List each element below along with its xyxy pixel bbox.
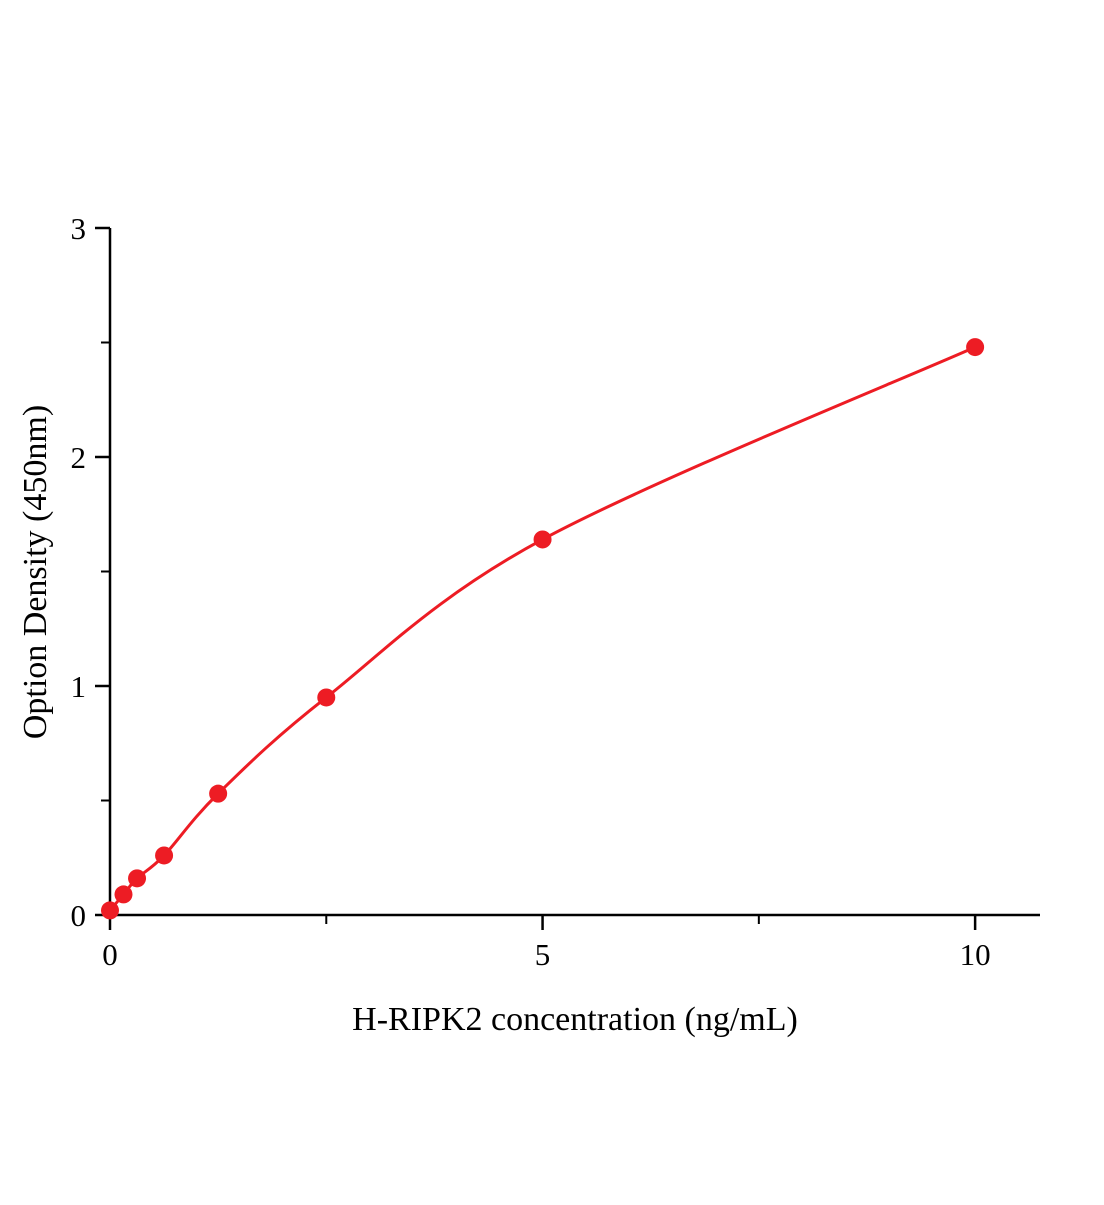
y-axis-title: Option Density (450nm) <box>17 405 54 739</box>
data-point <box>209 784 228 803</box>
data-point <box>317 688 336 707</box>
y-tick-label: 3 <box>71 211 87 246</box>
data-point <box>966 338 985 357</box>
y-tick-label: 0 <box>71 898 87 933</box>
data-point <box>155 846 174 865</box>
x-tick-label: 10 <box>960 937 991 972</box>
data-point <box>533 530 552 549</box>
y-tick-label: 1 <box>71 669 87 704</box>
x-axis-title: H-RIPK2 concentration (ng/mL) <box>352 1001 798 1038</box>
standard-curve-line <box>108 345 976 912</box>
data-point <box>114 885 133 904</box>
x-tick-label: 5 <box>535 937 551 972</box>
data-point <box>101 901 119 920</box>
data-point <box>128 869 147 888</box>
plot-area: 0 5 10 0 1 2 3 <box>71 211 1040 972</box>
y-tick-label: 2 <box>71 440 87 475</box>
x-tick-label: 0 <box>102 937 118 972</box>
